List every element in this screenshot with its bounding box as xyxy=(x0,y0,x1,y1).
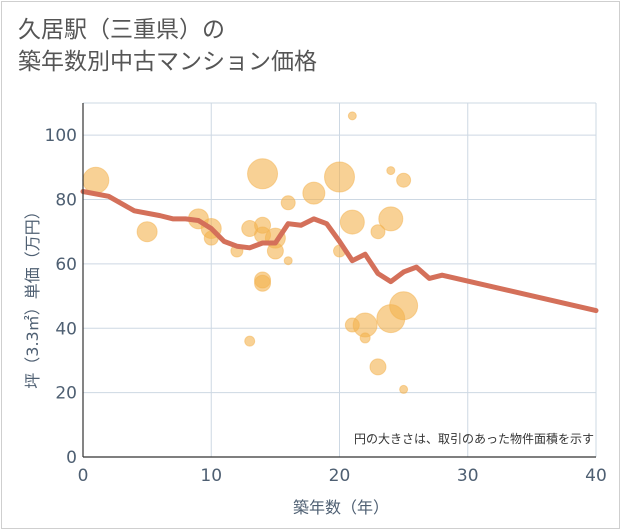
chart-title: 久居駅（三重県）の 築年数別中古マンション価格 xyxy=(18,14,317,78)
bubble-point xyxy=(369,358,387,376)
bubble-point xyxy=(396,172,412,188)
y-tick-label: 40 xyxy=(55,319,77,339)
x-tick-label: 30 xyxy=(457,466,479,486)
bubble-point xyxy=(283,256,293,266)
chart-title-line2: 築年数別中古マンション価格 xyxy=(18,49,317,75)
y-tick-label: 100 xyxy=(45,126,77,146)
y-axis-title: 坪（3.3㎡）単価（万円） xyxy=(23,203,42,388)
bubble-point xyxy=(389,291,419,321)
bubble-point xyxy=(370,224,386,240)
tick-labels: 0 10 20 30 40 0 20 40 60 80 100 xyxy=(45,126,607,486)
bubble-point xyxy=(386,166,396,176)
x-tick-label: 10 xyxy=(200,466,222,486)
y-tick-label: 60 xyxy=(55,255,77,275)
bubble-size-note: 円の大きさは、取引のあった物件面積を示す xyxy=(354,431,594,446)
y-tick-label: 20 xyxy=(55,384,77,404)
bubble-point xyxy=(82,166,110,194)
chart-title-line1: 久居駅（三重県）の xyxy=(18,17,225,43)
bubble-point xyxy=(347,111,357,121)
bubble-point xyxy=(244,335,256,347)
bubble-point xyxy=(254,274,272,292)
bubble-point xyxy=(136,221,158,243)
y-tick-label: 0 xyxy=(66,448,77,468)
bubble-series xyxy=(82,111,419,394)
x-tick-label: 20 xyxy=(329,466,351,486)
bubble-point xyxy=(339,209,365,235)
average-price-line xyxy=(80,189,599,314)
bubble-point xyxy=(280,195,296,211)
x-tick-label: 0 xyxy=(78,466,89,486)
x-tick-label: 40 xyxy=(585,466,607,486)
bubble-point xyxy=(302,181,326,205)
axes xyxy=(82,103,596,458)
y-tick-label: 80 xyxy=(55,191,77,211)
trend-line-series xyxy=(80,189,599,314)
bubble-point xyxy=(378,206,404,232)
x-axis-title: 築年数（年） xyxy=(293,498,389,517)
bubble-point xyxy=(359,332,371,344)
grid-lines xyxy=(83,102,597,457)
bubble-point xyxy=(399,384,409,394)
bubble-point xyxy=(247,158,279,190)
bubble-point xyxy=(324,161,355,193)
